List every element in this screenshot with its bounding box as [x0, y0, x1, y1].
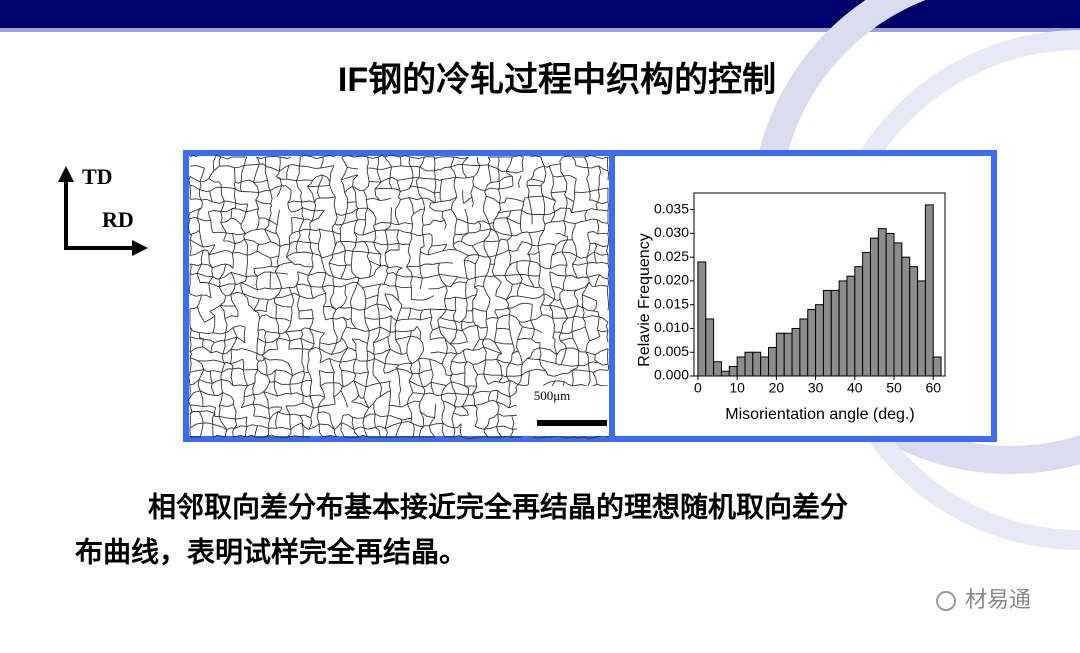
bar: [791, 327, 801, 377]
bar: [744, 351, 754, 377]
bar: [807, 308, 817, 377]
y-tick-label: 0.000: [654, 367, 689, 383]
bar: [713, 361, 722, 377]
bar: [909, 266, 919, 377]
bar: [815, 304, 824, 377]
x-tick-label: 30: [808, 380, 824, 396]
y-tick-label: 0.035: [654, 200, 689, 216]
bar: [768, 346, 777, 377]
bar: [705, 318, 715, 377]
bar: [736, 356, 746, 377]
bar: [720, 370, 730, 377]
x-tick-label: 50: [886, 380, 902, 396]
bar: [822, 289, 832, 377]
histogram: Misorientation angle (deg.) Relavie Freq…: [636, 192, 946, 423]
bar: [846, 275, 856, 377]
arrow-head: [132, 240, 148, 256]
bar: [799, 318, 809, 377]
top-bar: [0, 0, 1080, 28]
bar: [854, 266, 864, 377]
x-axis-label: Misorientation angle (deg.): [725, 406, 914, 423]
x-tick-label: 40: [847, 380, 863, 396]
bar: [901, 256, 911, 377]
scale-box: [517, 386, 609, 436]
y-tick-label: 0.005: [654, 343, 689, 359]
bar: [697, 261, 707, 377]
body-line: 布曲线，表明试样完全再结晶。: [75, 535, 467, 568]
td-label: TD: [82, 164, 113, 189]
x-tick-label: 10: [729, 380, 745, 396]
y-tick-label: 0.015: [654, 295, 689, 311]
y-axis-label: Relavie Frequency: [636, 233, 653, 366]
bar: [862, 251, 871, 377]
bar: [917, 280, 926, 377]
bar: [775, 332, 785, 377]
y-tick-label: 0.020: [654, 272, 689, 288]
bar: [869, 237, 879, 377]
y-tick-label: 0.030: [654, 224, 689, 240]
bar: [783, 332, 793, 377]
bar: [932, 356, 942, 377]
x-tick-label: 20: [769, 380, 785, 396]
bar: [877, 228, 887, 377]
x-tick-label: 0: [694, 380, 702, 396]
bar: [885, 232, 895, 377]
axes-icon: TD RD: [58, 164, 148, 256]
bar: [838, 280, 848, 377]
bar: [924, 204, 934, 377]
y-tick-label: 0.025: [654, 248, 689, 264]
watermark-icon: [936, 591, 956, 611]
arrow-head: [58, 166, 74, 182]
bar: [728, 365, 738, 377]
bar: [752, 351, 762, 377]
bar: [893, 242, 903, 377]
bar: [760, 356, 770, 377]
watermark: 材易通: [965, 587, 1031, 612]
rd-label: RD: [102, 207, 134, 232]
scale-label: 500μm: [534, 388, 571, 403]
micrograph: [187, 154, 610, 440]
y-tick-label: 0.010: [654, 319, 689, 335]
scale-bar: [537, 420, 607, 426]
top-bar-line: [0, 28, 1080, 32]
bar: [830, 289, 840, 377]
title: IF钢的冷轧过程中织构的控制: [338, 61, 776, 99]
body-line: 相邻取向差分布基本接近完全再结晶的理想随机取向差分: [148, 490, 848, 523]
x-tick-label: 60: [925, 380, 941, 396]
